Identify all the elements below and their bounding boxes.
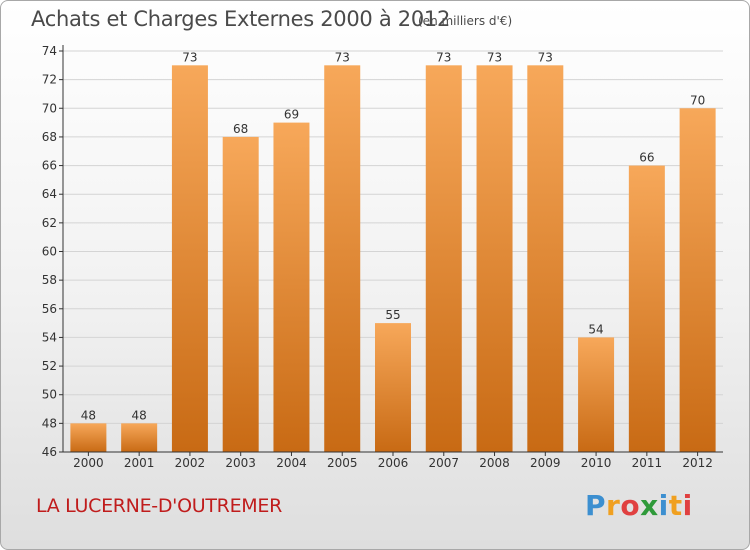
y-tick-label: 48 xyxy=(42,416,57,430)
logo-letter: i xyxy=(682,489,693,522)
bar xyxy=(527,65,564,453)
bar xyxy=(578,337,615,452)
x-tick-label: 2005 xyxy=(327,456,358,470)
bar xyxy=(222,136,259,452)
y-tick-label: 66 xyxy=(42,159,57,173)
logo-letter: x xyxy=(640,489,659,522)
x-tick-label: 2012 xyxy=(682,456,713,470)
y-tick-label: 72 xyxy=(42,73,57,87)
bar xyxy=(324,65,361,453)
chart-subtitle: (en milliers d'€) xyxy=(418,14,513,28)
x-tick-label: 2011 xyxy=(632,456,663,470)
logo-letter: t xyxy=(668,489,683,522)
x-tick-label: 2010 xyxy=(581,456,612,470)
bar xyxy=(375,323,411,452)
commune-name: LA LUCERNE-D'OUTREMER xyxy=(36,495,282,517)
bars xyxy=(70,65,716,453)
y-tick-label: 46 xyxy=(42,445,57,459)
x-tick-label: 2003 xyxy=(225,456,256,470)
bar-value-label: 48 xyxy=(132,408,147,422)
y-tick-label: 52 xyxy=(42,359,57,373)
x-tick-label: 2004 xyxy=(276,456,307,470)
bar-value-label: 68 xyxy=(233,122,248,136)
bar xyxy=(425,65,462,453)
y-tick-label: 62 xyxy=(42,216,57,230)
bar-value-label: 73 xyxy=(538,50,553,64)
bar-value-label: 73 xyxy=(436,50,451,64)
bar-value-label: 73 xyxy=(487,50,502,64)
y-tick-label: 58 xyxy=(42,273,57,287)
y-tick-label: 68 xyxy=(42,130,57,144)
proxiti-logo: Proxiti xyxy=(585,489,693,522)
bar xyxy=(628,165,665,453)
axes xyxy=(59,45,723,456)
x-tick-label: 2006 xyxy=(378,456,409,470)
x-tick-label: 2008 xyxy=(479,456,510,470)
bar xyxy=(70,423,107,452)
bar-value-label: 66 xyxy=(639,151,654,165)
bar-value-label: 69 xyxy=(284,108,299,122)
logo-letter: r xyxy=(606,489,621,522)
x-tick-label: 2007 xyxy=(428,456,459,470)
x-tick-label: 2002 xyxy=(175,456,206,470)
bar-value-label: 48 xyxy=(81,408,96,422)
y-tick-label: 60 xyxy=(42,245,57,259)
labels: 46 48 50 52 54 56 58 60 62 64 66 68 70 72 74 48 2000 48 20… xyxy=(42,44,713,470)
x-tick-label: 2009 xyxy=(530,456,561,470)
x-tick-label: 2000 xyxy=(73,456,104,470)
bar xyxy=(171,65,208,453)
y-tick-label: 50 xyxy=(42,388,57,402)
y-tick-label: 54 xyxy=(42,330,57,344)
bar-value-label: 70 xyxy=(690,93,705,107)
y-tick-label: 70 xyxy=(42,101,57,115)
bar xyxy=(121,423,158,452)
logo-letter: o xyxy=(620,489,641,522)
bar xyxy=(273,122,310,452)
x-tick-label: 2001 xyxy=(124,456,155,470)
chart-title: Achats et Charges Externes 2000 à 2012 xyxy=(31,7,451,31)
bar-value-label: 73 xyxy=(182,50,197,64)
bar xyxy=(679,108,716,453)
y-tick-label: 64 xyxy=(42,187,57,201)
bar-value-label: 55 xyxy=(385,308,400,322)
y-tick-label: 74 xyxy=(42,44,57,58)
bar-value-label: 73 xyxy=(335,50,350,64)
y-tick-label: 56 xyxy=(42,302,57,316)
bar xyxy=(476,65,513,453)
bar-value-label: 54 xyxy=(588,322,603,336)
logo-letter: P xyxy=(585,489,607,522)
logo-letter: i xyxy=(658,489,669,522)
